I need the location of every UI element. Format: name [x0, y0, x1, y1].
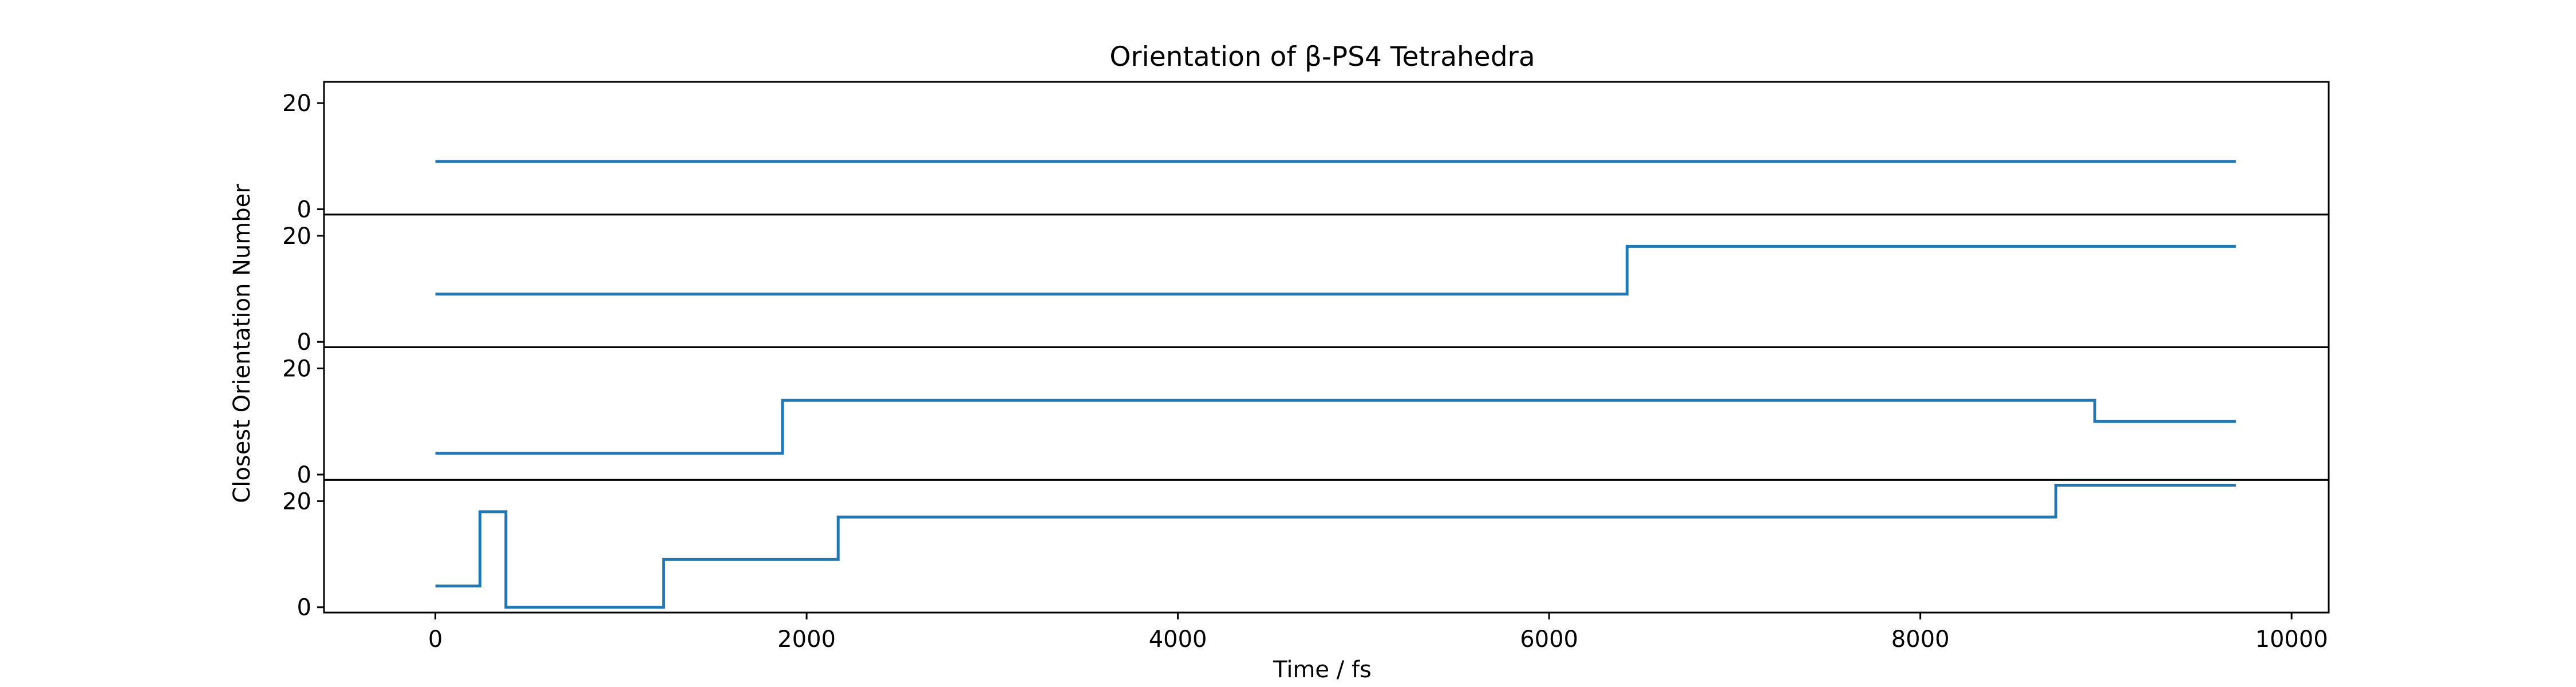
y-tick-label: 0 — [297, 595, 311, 621]
panel-frame — [323, 479, 2330, 614]
panel-frame — [323, 346, 2330, 481]
x-tick-label: 0 — [428, 626, 442, 653]
y-tick-label: 20 — [282, 223, 311, 250]
y-axis-label: Closest Orientation Number — [229, 184, 255, 503]
y-tick-label: 0 — [297, 329, 311, 356]
y-tick-label: 20 — [282, 488, 311, 515]
x-tick-label: 4000 — [1149, 626, 1207, 653]
panel-3: 0 20 — [282, 346, 2330, 488]
panel-4: 0 20 0 2000 4000 6000 8000 10000 — [282, 479, 2330, 653]
panel-frame — [323, 214, 2330, 348]
panel-1: 0 20 — [282, 81, 2330, 223]
chart-title: Orientation of β-PS4 Tetrahedra — [1109, 41, 1535, 73]
series-line-4 — [435, 484, 2236, 609]
panel-frame — [323, 81, 2330, 216]
series-line-2 — [435, 244, 2236, 296]
y-tick-label: 20 — [282, 356, 311, 382]
x-axis-label: Time / fs — [1273, 657, 1372, 683]
y-tick-label: 0 — [297, 196, 311, 223]
y-tick-label: 20 — [282, 90, 311, 117]
series-line-3 — [435, 398, 2236, 455]
y-tick-label: 0 — [297, 462, 311, 488]
x-tick-label: 10000 — [2255, 626, 2328, 653]
x-tick-label: 2000 — [777, 626, 836, 653]
x-tick-label: 6000 — [1520, 626, 1578, 653]
panel-2: 0 20 — [282, 214, 2330, 356]
x-tick-label: 8000 — [1891, 626, 1950, 653]
